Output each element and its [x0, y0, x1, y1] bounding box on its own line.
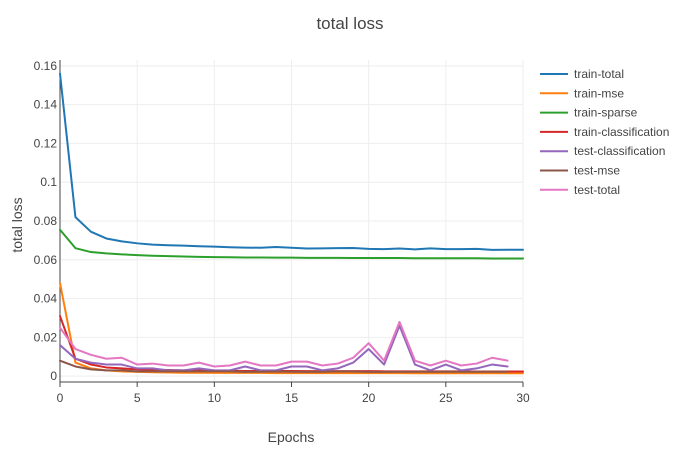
x-tick-label: 0 — [57, 391, 64, 405]
legend-item-train-sparse[interactable]: train-sparse — [540, 106, 638, 120]
legend-label: train-classification — [574, 125, 669, 139]
x-tick-label: 10 — [208, 391, 222, 405]
legend-label: train-mse — [574, 86, 624, 100]
series-line-test-mse — [59, 359, 509, 373]
x-tick-label: 5 — [134, 391, 141, 405]
axes: 0 0.02 0.04 0.06 0.08 0.1 0.12 0.14 0.16 0 5 10 15 20… — [34, 59, 530, 405]
series-lines — [59, 72, 524, 375]
legend-label: test-classification — [574, 144, 665, 158]
legend[interactable]: train-total train-mse train-sparse train-cl… — [540, 67, 669, 197]
legend-label: test-total — [574, 183, 620, 197]
x-tick-label: 20 — [362, 391, 376, 405]
legend-item-test-mse[interactable]: test-mse — [540, 164, 620, 178]
legend-item-train-total[interactable]: train-total — [540, 67, 624, 81]
x-axis-title: Epochs — [268, 429, 315, 445]
y-tick-label: 0.02 — [34, 330, 58, 344]
series-line-train-total — [59, 72, 524, 251]
legend-item-train-classification[interactable]: train-classification — [540, 125, 669, 139]
y-axis-title: total loss — [9, 197, 25, 252]
y-tick-label: 0 — [50, 369, 57, 383]
chart-title: total loss — [316, 14, 383, 33]
series-line-test-classification — [59, 324, 509, 372]
legend-item-test-classification[interactable]: test-classification — [540, 144, 665, 158]
y-tick-label: 0.06 — [34, 253, 58, 267]
y-tick-label: 0.16 — [34, 59, 58, 73]
grid-lines — [60, 60, 524, 382]
series-line-train-sparse — [59, 228, 524, 260]
x-tick-label: 25 — [439, 391, 453, 405]
legend-item-test-total[interactable]: test-total — [540, 183, 620, 197]
x-tick-label: 15 — [285, 391, 299, 405]
y-tick-label: 0.14 — [34, 98, 58, 112]
legend-label: train-sparse — [574, 106, 638, 120]
legend-label: test-mse — [574, 164, 620, 178]
legend-item-train-mse[interactable]: train-mse — [540, 86, 624, 100]
legend-label: train-total — [574, 67, 624, 81]
y-tick-label: 0.04 — [34, 292, 58, 306]
y-tick-label: 0.1 — [40, 175, 57, 189]
x-tick-label: 30 — [516, 391, 530, 405]
y-tick-label: 0.12 — [34, 136, 58, 150]
series-line-test-total — [59, 320, 509, 368]
y-tick-label: 0.08 — [34, 214, 58, 228]
